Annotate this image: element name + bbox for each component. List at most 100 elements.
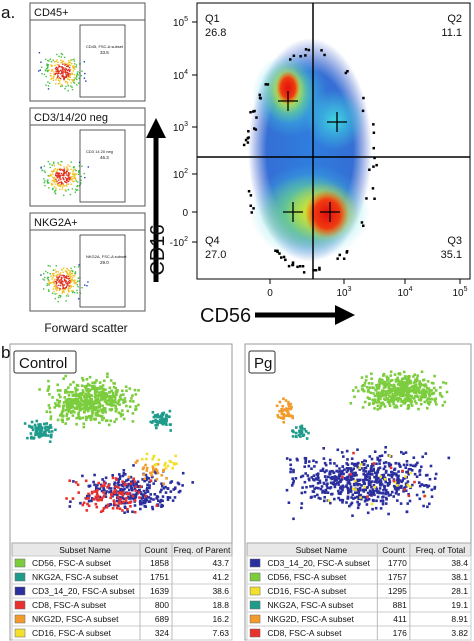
tick-base: 10 (173, 18, 185, 29)
dot (78, 165, 81, 167)
dot (81, 389, 85, 392)
dot (371, 488, 375, 491)
dot (291, 435, 295, 438)
dot (394, 397, 398, 401)
dot (339, 480, 343, 483)
dot (405, 379, 409, 383)
dot (67, 183, 70, 185)
dot (57, 296, 60, 299)
dot (48, 410, 52, 414)
dot (110, 403, 113, 407)
dot (377, 387, 381, 390)
dot (49, 166, 51, 169)
dot (312, 269, 315, 272)
dot (253, 109, 256, 113)
dot (71, 394, 75, 397)
dot (49, 417, 53, 421)
dot (70, 85, 72, 87)
dot (97, 400, 100, 403)
dot (65, 282, 67, 284)
dot (68, 63, 70, 66)
dot (336, 448, 340, 452)
dot (131, 479, 135, 483)
dot (80, 74, 83, 77)
dot (31, 428, 35, 432)
dot (97, 481, 100, 485)
dot (95, 497, 98, 500)
dot (358, 483, 361, 486)
dot (164, 421, 168, 424)
gate-value: 46.3 (100, 155, 109, 160)
dot (43, 273, 45, 275)
dot (126, 409, 129, 413)
dot (389, 374, 393, 377)
dot (280, 412, 284, 416)
dot (85, 378, 89, 381)
dot (105, 400, 108, 403)
dot (55, 72, 58, 75)
dot (404, 451, 408, 454)
dot (172, 488, 175, 491)
dot (405, 460, 409, 463)
subset-name: CD56, FSC-A subset (267, 572, 347, 582)
dot (64, 388, 68, 392)
dot (65, 67, 67, 70)
dot (69, 74, 71, 76)
dot (53, 180, 55, 182)
dot (97, 394, 101, 397)
dot (115, 506, 119, 510)
dot (408, 499, 412, 503)
dot (49, 423, 52, 427)
dot (34, 431, 37, 435)
dot (295, 435, 298, 439)
dot (386, 382, 390, 385)
dot (396, 377, 399, 381)
dot (78, 185, 80, 187)
dot (304, 48, 308, 51)
dot (104, 407, 107, 410)
dot (347, 480, 351, 483)
color-swatch (249, 586, 261, 596)
dot (409, 485, 412, 488)
count: 1295 (388, 586, 407, 596)
dot (53, 163, 55, 165)
dot (51, 68, 53, 71)
dot (156, 471, 160, 475)
dot (292, 470, 295, 474)
dot (123, 511, 126, 514)
dot (320, 49, 323, 52)
dot (117, 504, 120, 508)
dot (354, 491, 357, 494)
dot (401, 399, 405, 403)
dot (444, 382, 448, 385)
dot (73, 58, 75, 60)
dot (92, 417, 96, 421)
dot (81, 70, 83, 72)
dot (403, 381, 406, 384)
dot (121, 491, 125, 494)
dot (397, 379, 400, 382)
dot (154, 467, 158, 471)
dot (112, 394, 116, 398)
dot (445, 390, 449, 394)
dot (130, 486, 134, 490)
dot (401, 389, 404, 392)
dot (404, 466, 407, 469)
dot (102, 491, 105, 494)
dot (87, 504, 91, 508)
dot (371, 187, 375, 190)
dot (375, 384, 378, 387)
dot (65, 63, 67, 66)
dot (378, 479, 382, 482)
dot (73, 82, 76, 84)
dot (418, 380, 421, 383)
dot (307, 464, 311, 468)
dot (76, 189, 79, 191)
dot (394, 492, 398, 495)
dot (157, 499, 160, 502)
dot (95, 390, 98, 393)
dot (56, 288, 58, 290)
dot (78, 280, 80, 282)
dot (67, 178, 70, 180)
dot (118, 499, 122, 502)
